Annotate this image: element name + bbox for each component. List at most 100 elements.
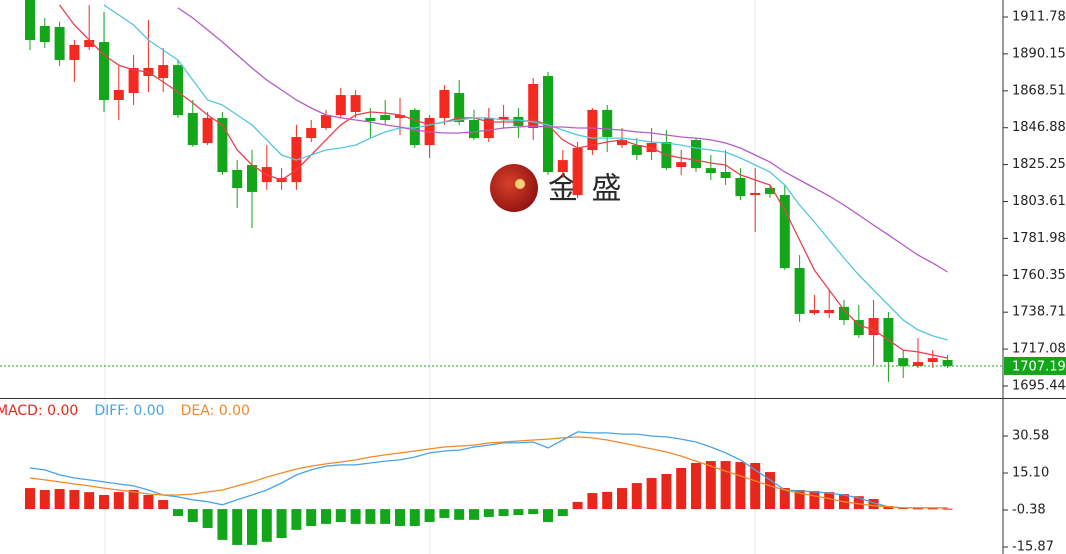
macd-bar <box>84 492 95 510</box>
candle-body <box>158 65 169 79</box>
logo-dot <box>515 179 525 189</box>
candle-body <box>483 117 494 139</box>
candle-body <box>543 75 553 173</box>
macd-bar <box>602 491 613 510</box>
macd-bar <box>720 461 731 510</box>
y-tick-label: 1717.08 <box>1012 342 1066 357</box>
candle-body <box>572 147 583 196</box>
candle-body <box>84 39 95 47</box>
price-panel <box>0 0 1003 382</box>
y-tick-label: 1846.88 <box>1012 120 1066 135</box>
candle-body <box>39 26 50 43</box>
macd-bar <box>187 509 198 522</box>
macd-bar <box>173 509 183 517</box>
candle-body <box>69 44 80 60</box>
candle-body <box>824 309 835 314</box>
macd-bar <box>158 500 169 510</box>
macd-bar <box>469 509 479 520</box>
macd-bar <box>335 509 346 522</box>
candle-body <box>750 192 761 196</box>
candle-body <box>173 65 183 116</box>
macd-bar <box>39 489 50 510</box>
watermark: 金 盛 <box>490 164 624 212</box>
time-grid <box>104 0 756 554</box>
macd-bar <box>25 488 35 510</box>
candle-body <box>232 169 243 189</box>
macd-bar <box>498 509 509 517</box>
macd-bar <box>202 509 213 528</box>
candle-body <box>794 268 805 314</box>
macd-bar <box>543 509 553 522</box>
candle-body <box>25 0 35 40</box>
macd-bar <box>380 509 391 524</box>
macd-bar <box>99 494 109 510</box>
candle-body <box>380 115 391 120</box>
macd-bar <box>54 489 65 510</box>
candle-body <box>528 84 539 129</box>
macd-bar <box>69 489 80 510</box>
macd-bar <box>617 488 627 510</box>
y-tick-label: 1890.15 <box>1012 46 1066 61</box>
y-tick-label: 1911.78 <box>1012 10 1066 25</box>
candle-body <box>853 320 864 336</box>
macd-bar <box>676 467 687 510</box>
y-tick-label: 1781.98 <box>1012 231 1066 246</box>
candle-body <box>128 67 139 94</box>
macd-bar <box>291 509 302 530</box>
y-tick-label: 30.58 <box>1012 429 1049 444</box>
macd-bar <box>691 462 701 510</box>
candle-body <box>187 112 198 146</box>
macd-bar <box>587 493 598 510</box>
y-tick-label: 1803.61 <box>1012 194 1066 209</box>
macd-bar <box>306 509 317 527</box>
macd-bar <box>779 488 790 510</box>
candle-body <box>247 165 257 192</box>
macd-bar <box>113 492 124 510</box>
candle-body <box>691 139 701 169</box>
macd-bar <box>424 509 435 522</box>
macd-bar <box>557 509 568 517</box>
candle-body <box>99 42 109 101</box>
candle-body <box>202 117 213 144</box>
y-tick-label: 1760.35 <box>1012 268 1066 283</box>
legend-entry: DEA: 0.00 <box>181 403 250 419</box>
candle-body <box>587 109 598 151</box>
legend-entry: MACD: 0.00 <box>0 403 78 419</box>
ma-line <box>177 7 948 273</box>
candle-body <box>498 116 509 120</box>
macd-bar <box>735 462 746 510</box>
macd-bar <box>483 509 494 517</box>
macd-bar <box>750 462 761 510</box>
candle-body <box>942 359 953 366</box>
legend-entry: DIFF: 0.00 <box>94 403 164 419</box>
ma-line <box>103 4 948 341</box>
macd-bar <box>409 509 420 527</box>
candle-body <box>469 119 479 139</box>
candle-body <box>676 162 687 168</box>
macd-bar <box>276 509 287 538</box>
macd-bar <box>350 509 361 524</box>
y-tick-label: -15.87 <box>1012 540 1054 554</box>
candle-body <box>54 27 65 60</box>
candle-body <box>439 89 450 118</box>
macd-bar <box>395 509 405 527</box>
candle-body <box>898 358 909 366</box>
macd-bar <box>143 494 154 510</box>
macd-bar <box>927 508 938 510</box>
macd-bar <box>942 508 953 510</box>
macd-bar <box>321 509 331 524</box>
candle-body <box>839 306 849 321</box>
macd-bar <box>439 509 450 518</box>
watermark-text: 金 盛 <box>548 172 624 207</box>
macd-bar <box>247 509 257 545</box>
macd-bar <box>646 478 657 510</box>
macd-line <box>29 436 948 509</box>
macd-bar <box>705 461 716 510</box>
ma-line <box>59 4 948 359</box>
candle-body <box>454 93 465 123</box>
macd-bar <box>454 509 465 520</box>
candle-body <box>705 168 716 174</box>
macd-bar <box>128 489 139 510</box>
